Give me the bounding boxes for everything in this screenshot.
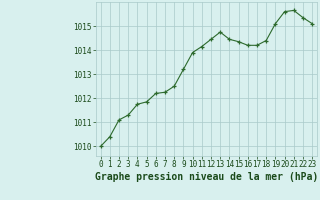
- X-axis label: Graphe pression niveau de la mer (hPa): Graphe pression niveau de la mer (hPa): [95, 172, 318, 182]
